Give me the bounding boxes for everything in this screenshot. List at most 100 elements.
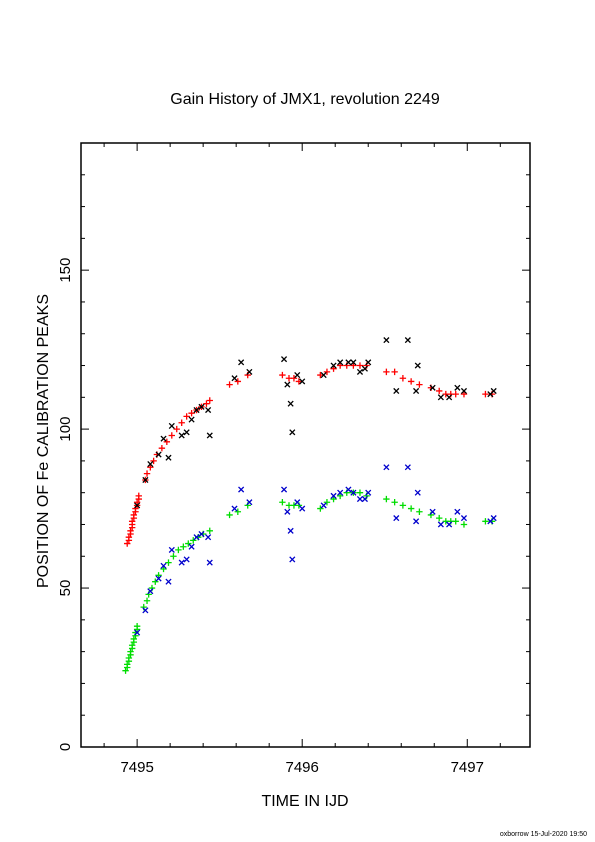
- data-point: [180, 543, 187, 550]
- data-point: [452, 518, 459, 525]
- data-point: [399, 502, 407, 509]
- data-point: [287, 400, 294, 407]
- data-point: [383, 368, 390, 376]
- data-point: [155, 575, 162, 582]
- series-2-points: [134, 337, 497, 509]
- data-point: [155, 572, 162, 579]
- data-point: [356, 495, 364, 503]
- plot-frame: [80, 142, 531, 748]
- series-1-points: [122, 489, 496, 674]
- data-point: [317, 371, 324, 379]
- data-point: [482, 390, 489, 398]
- data-point: [178, 432, 185, 439]
- data-point: [190, 537, 197, 544]
- data-point: [320, 502, 327, 509]
- data-point: [350, 489, 357, 496]
- data-point: [482, 518, 489, 525]
- data-point: [356, 362, 364, 369]
- data-point: [231, 375, 238, 382]
- data-point: [460, 515, 468, 522]
- data-point: [361, 495, 368, 503]
- data-point: [350, 362, 357, 369]
- data-point: [393, 387, 400, 395]
- data-point: [460, 521, 468, 528]
- data-point: [183, 429, 190, 436]
- data-point: [234, 508, 242, 515]
- data-point: [490, 387, 497, 395]
- data-point: [320, 372, 327, 379]
- data-point: [356, 368, 364, 375]
- data-point: [436, 514, 443, 522]
- data-point: [446, 394, 453, 401]
- data-point: [323, 368, 331, 376]
- data-point: [246, 368, 253, 375]
- data-point: [436, 387, 443, 395]
- data-point: [437, 394, 444, 401]
- data-point: [175, 546, 182, 554]
- data-point: [460, 390, 468, 398]
- data-point: [188, 416, 195, 423]
- footer-stamp: oxborrow 15-Jul-2020 19:50: [499, 831, 587, 838]
- data-point: [143, 470, 151, 477]
- data-point: [284, 508, 291, 515]
- data-point: [337, 359, 344, 366]
- data-point: [165, 559, 172, 566]
- data-point: [231, 505, 238, 512]
- data-point: [206, 432, 213, 439]
- data-point: [299, 378, 306, 385]
- data-point: [168, 422, 175, 429]
- axis-tick-labels: 7495 7496 7497 0 50 100 150: [57, 258, 484, 776]
- data-point: [299, 505, 306, 512]
- data-point: [330, 492, 337, 499]
- data-point: [294, 499, 301, 506]
- data-point: [317, 505, 324, 512]
- y-tick-label: 150: [57, 258, 74, 283]
- y-tick-label: 0: [57, 743, 74, 751]
- data-point: [147, 461, 154, 468]
- data-point: [185, 540, 192, 547]
- data-point: [206, 527, 213, 535]
- data-point: [188, 410, 195, 417]
- data-point: [413, 387, 420, 395]
- data-point: [206, 559, 213, 566]
- data-point: [429, 384, 436, 391]
- data-point: [393, 515, 400, 522]
- data-point: [391, 368, 398, 376]
- data-point: [279, 499, 286, 506]
- data-point: [437, 521, 444, 528]
- data-point: [168, 432, 175, 439]
- data-point: [234, 378, 242, 385]
- data-point: [383, 337, 390, 344]
- data-point: [163, 438, 171, 446]
- data-point: [295, 378, 303, 385]
- data-point: [238, 359, 245, 366]
- data-point: [452, 390, 459, 398]
- y-axis-label: POSITION OF Fe CALIBRATION PEAKS: [35, 294, 52, 588]
- data-point: [446, 521, 453, 528]
- chart-title: Gain History of JMX1, revolution 2249: [170, 91, 440, 108]
- data-point: [173, 425, 180, 433]
- data-point: [170, 553, 177, 560]
- data-point: [134, 502, 141, 509]
- data-point: [165, 578, 172, 585]
- data-point: [150, 457, 157, 465]
- data-point: [460, 387, 468, 395]
- data-point: [198, 530, 205, 538]
- data-point: [142, 607, 149, 614]
- data-point: [365, 359, 372, 366]
- data-point: [416, 508, 423, 515]
- data-point: [407, 505, 415, 512]
- data-point: [407, 378, 415, 385]
- x-tick-label: 7495: [120, 759, 153, 776]
- data-point: [365, 489, 372, 496]
- data-point: [203, 400, 210, 407]
- data-point: [226, 381, 233, 388]
- data-point: [205, 534, 212, 541]
- data-points: [122, 337, 497, 674]
- data-point: [391, 499, 398, 506]
- data-point: [142, 476, 149, 484]
- data-point: [337, 489, 344, 496]
- data-point: [287, 527, 294, 534]
- data-point: [160, 562, 167, 569]
